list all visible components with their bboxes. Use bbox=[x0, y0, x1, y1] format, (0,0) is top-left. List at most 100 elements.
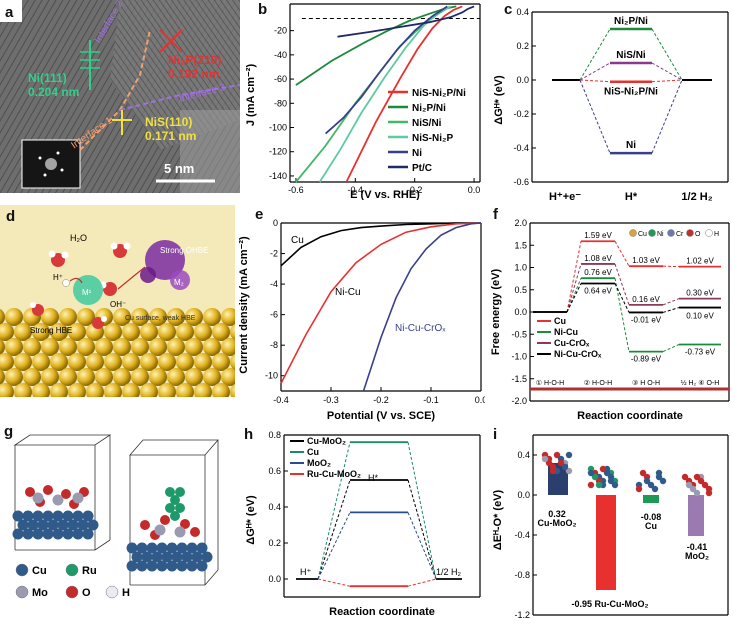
h-connector bbox=[408, 480, 436, 579]
i-ytick-label: -1.2 bbox=[514, 610, 530, 620]
f-state-label: ½ H₂ ④ O-H bbox=[681, 379, 720, 387]
cu-surface-atom bbox=[59, 308, 77, 326]
i-structure-atom bbox=[656, 474, 662, 480]
b-xtick-label: 0.0 bbox=[468, 185, 481, 195]
panel-a: a Ni(111) 0.204 nm Ni₂P(210) 0.192 nm In… bbox=[0, 0, 240, 193]
f-state-label: ② H-O-H bbox=[584, 379, 612, 387]
g-legend-label: H bbox=[122, 587, 130, 599]
cu-surface-atom bbox=[14, 353, 32, 371]
cu-surface-atom bbox=[140, 353, 158, 371]
i-category-label: Cu-MoO₂ bbox=[538, 518, 577, 528]
cu-surface-atom bbox=[113, 338, 131, 356]
h-legend-label: Cu bbox=[307, 447, 319, 457]
f-level-label: 0.10 eV bbox=[686, 312, 714, 321]
b-xtick-label: -0.6 bbox=[288, 185, 304, 195]
panel-d-label: d bbox=[6, 208, 15, 225]
f-level-label: 0.64 eV bbox=[584, 287, 612, 296]
d-strong-hbe: Strong HBE bbox=[30, 326, 72, 335]
cu-surface-atom bbox=[167, 368, 185, 386]
cu-surface-atom bbox=[203, 368, 221, 386]
f-connector bbox=[615, 278, 629, 351]
ni111-d-label: 0.204 nm bbox=[28, 85, 79, 99]
i-structure-atom bbox=[694, 474, 700, 480]
c-xcategory: H* bbox=[625, 191, 638, 203]
c-connector bbox=[652, 63, 682, 80]
f-level-label: 1.03 eV bbox=[632, 256, 660, 265]
cu-surface-atom bbox=[185, 368, 203, 386]
c-level-label: NiS-Ni₂P/Ni bbox=[604, 87, 658, 98]
f-ytick-label: -0.5 bbox=[511, 329, 527, 339]
g-legend-swatch bbox=[66, 564, 78, 576]
tem-image: a Ni(111) 0.204 nm Ni₂P(210) 0.192 nm In… bbox=[0, 0, 240, 193]
cu-surface-atom bbox=[104, 323, 122, 341]
f-atom-swatch bbox=[630, 230, 637, 237]
c-ylabel: ΔGᴴ* (eV) bbox=[493, 75, 505, 125]
o-atom bbox=[190, 527, 200, 537]
cu-surface-atom bbox=[203, 308, 221, 326]
e-label-nicucrox: Ni-Cu-CrOₓ bbox=[395, 323, 446, 334]
ru-atom bbox=[170, 511, 180, 521]
f-connector bbox=[663, 308, 679, 313]
f-ytick-label: 2.0 bbox=[514, 218, 527, 228]
cu-surface-atom bbox=[77, 368, 95, 386]
f-connector bbox=[663, 344, 679, 351]
g-legend-swatch bbox=[16, 586, 28, 598]
b-ytick-label: -40 bbox=[274, 50, 287, 60]
cu-surface-atom bbox=[149, 338, 167, 356]
ni2p-label: Ni₂P(210) bbox=[168, 53, 221, 67]
f-state-label: ① H-O-H bbox=[536, 379, 564, 387]
i-ytick-label: -0.8 bbox=[514, 570, 530, 580]
chart-f: f 2.01.51.00.50.0-0.5-1.0-1.5-2.01.59 eV… bbox=[485, 205, 733, 423]
cu-surface-atom bbox=[158, 353, 176, 371]
e-xtick-label: -0.2 bbox=[373, 395, 389, 405]
b-ytick-label: -120 bbox=[269, 147, 287, 157]
i-structure-atom bbox=[566, 452, 572, 458]
cu-surface-atom bbox=[59, 338, 77, 356]
i-bar bbox=[643, 495, 659, 503]
e-xlabel: Potential (V vs. SCE) bbox=[327, 410, 436, 422]
cu-atom bbox=[73, 529, 84, 540]
panel-c-label: c bbox=[504, 1, 512, 18]
h-connector bbox=[408, 442, 436, 579]
cu-surface-atom bbox=[149, 368, 167, 386]
b-ylabel: J (mA cm⁻²) bbox=[245, 64, 257, 127]
cu-surface-atom bbox=[95, 368, 113, 386]
nis-d-label: 0.171 nm bbox=[145, 129, 196, 143]
cu-surface-atom bbox=[95, 338, 113, 356]
cu-surface-atom bbox=[23, 338, 41, 356]
b-ytick-label: -140 bbox=[269, 171, 287, 181]
i-structure-atom bbox=[554, 452, 560, 458]
e-series-line bbox=[281, 223, 481, 383]
b-legend-label: NiS/Ni bbox=[412, 118, 442, 129]
d-hplus: H⁺ bbox=[53, 273, 63, 282]
cu-surface-atom bbox=[203, 338, 221, 356]
h-xlabel: Reaction coordinate bbox=[329, 606, 435, 618]
cu-atom bbox=[83, 529, 94, 540]
chart-c: c 0.40.20.0-0.2-0.4-0.6Ni₂P/NiNiS/NiNiS-… bbox=[490, 0, 733, 210]
i-category-label: Cu bbox=[645, 521, 657, 531]
b-series-line bbox=[326, 6, 448, 133]
e-xtick-label: -0.4 bbox=[273, 395, 289, 405]
panel-b-label: b bbox=[258, 1, 267, 18]
cu-surface-atom bbox=[212, 323, 230, 341]
e-ytick-label: -4 bbox=[270, 279, 278, 289]
mo-atom bbox=[73, 493, 84, 504]
e-label-nicu: Ni-Cu bbox=[335, 287, 361, 298]
ni111-label: Ni(111) bbox=[28, 71, 67, 85]
cu-surface-atom bbox=[59, 368, 77, 386]
c-connector bbox=[652, 80, 682, 82]
cu-surface-atom bbox=[140, 323, 158, 341]
cu-surface-atom bbox=[176, 353, 194, 371]
panel-d: d H₂O H⁺ OH⁻ M¹ Strong OHBE M₂ Strong HB… bbox=[0, 205, 235, 397]
e-ytick-label: -6 bbox=[270, 310, 278, 320]
g-legend-label: Mo bbox=[32, 587, 48, 599]
cu-surface-atom bbox=[158, 323, 176, 341]
f-legend-label: Cu bbox=[554, 316, 566, 326]
h-legend-label: Ru-Cu-MoO₂ bbox=[307, 469, 361, 479]
e-ytick-label: -8 bbox=[270, 340, 278, 350]
f-atom-label: Cr bbox=[676, 231, 684, 238]
